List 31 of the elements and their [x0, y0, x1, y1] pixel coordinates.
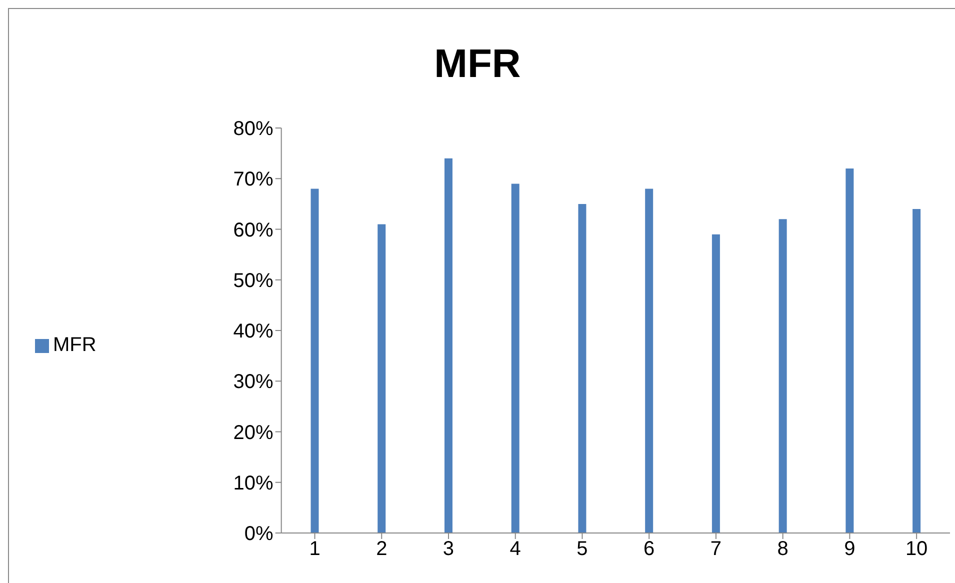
- x-tick-label: 8: [777, 538, 788, 560]
- x-tick-label: 7: [710, 538, 722, 560]
- x-tick-label: 5: [576, 538, 588, 560]
- y-tick-label: 20%: [233, 422, 274, 444]
- bar: [846, 168, 854, 533]
- chart-title: MFR: [433, 42, 522, 87]
- y-tick-label: 30%: [233, 371, 274, 394]
- y-tick-label: 50%: [233, 270, 274, 292]
- y-tick-label: 10%: [233, 472, 274, 494]
- bar: [378, 224, 386, 533]
- y-tick-label: 80%: [233, 118, 274, 140]
- y-tick-label: 40%: [233, 320, 274, 343]
- y-tick-label: 60%: [233, 219, 274, 242]
- x-tick-label: 2: [376, 538, 388, 560]
- bar: [444, 158, 452, 533]
- bar: [912, 209, 921, 533]
- bar: [310, 188, 319, 533]
- x-tick-label: 10: [905, 538, 928, 560]
- legend-label: MFR: [53, 334, 96, 356]
- bar: [511, 184, 520, 533]
- bar: [712, 234, 720, 533]
- x-tick-label: 6: [644, 538, 655, 560]
- x-tick-label: 3: [442, 538, 454, 560]
- x-tick-label: 1: [309, 538, 320, 560]
- y-tick-label: 70%: [233, 168, 274, 191]
- bar: [778, 219, 787, 533]
- bar: [578, 204, 586, 533]
- x-tick-label: 9: [844, 538, 856, 560]
- bar: [645, 188, 654, 533]
- x-tick-label: 4: [510, 538, 521, 560]
- y-tick-label: 0%: [244, 523, 274, 546]
